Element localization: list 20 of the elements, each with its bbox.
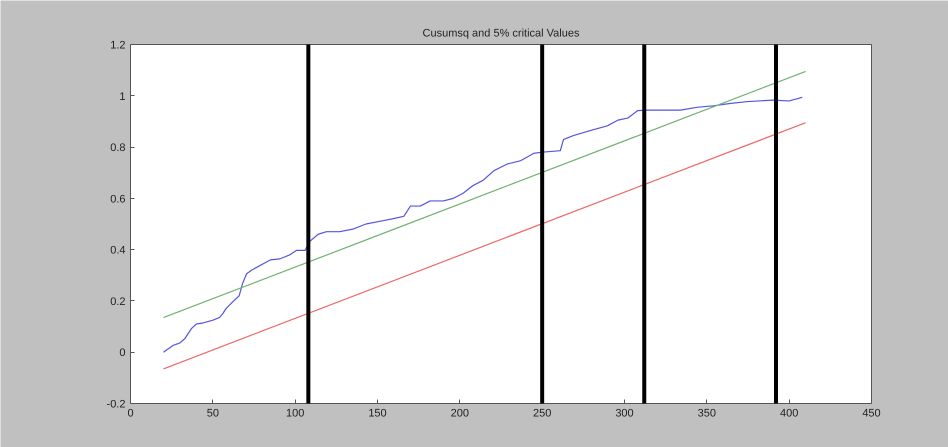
y-tick-label: 0.6: [110, 193, 126, 206]
x-tick-label: 300: [615, 408, 634, 420]
line-series: [162, 96, 803, 353]
y-tick-label: 1: [119, 90, 126, 103]
x-tick-label: 200: [450, 408, 470, 420]
x-tick-label: 0: [127, 408, 134, 420]
y-tick-label: 0.8: [110, 142, 126, 154]
y-tick-label: 0.4: [110, 244, 126, 257]
x-tick-label: 450: [862, 408, 881, 420]
x-tick-label: 50: [206, 408, 219, 420]
chart-title: Cusumsq and 5% critical Values: [422, 28, 580, 40]
x-tick-label: 400: [780, 408, 798, 420]
y-tick-label: -0.2: [106, 398, 126, 410]
x-tick-label: 100: [286, 408, 304, 420]
y-tick-label: 0.2: [110, 296, 126, 308]
y-tick-label: 1.2: [110, 40, 126, 52]
x-tick-label: 150: [368, 408, 387, 420]
x-tick-label: 350: [698, 408, 716, 420]
x-tick-label: 250: [532, 408, 552, 420]
y-tick-label: 0: [119, 347, 126, 360]
